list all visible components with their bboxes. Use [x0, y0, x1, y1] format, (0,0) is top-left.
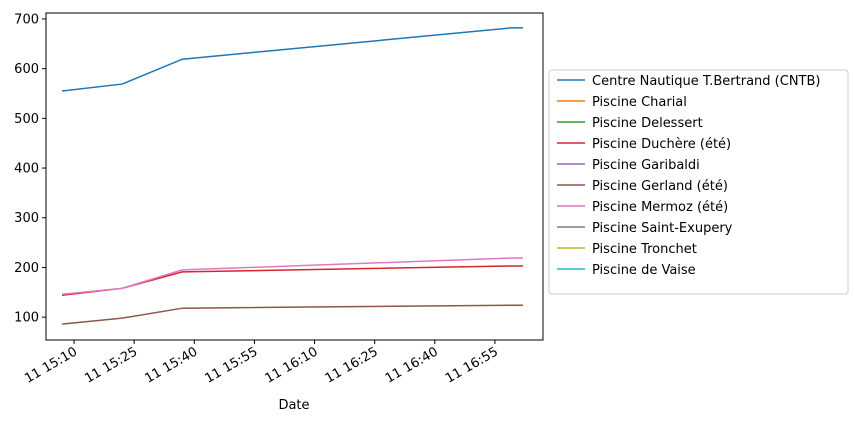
- series-line: [61, 27, 523, 92]
- y-tick-label: 700: [14, 12, 39, 27]
- legend-label: Piscine de Vaise: [592, 263, 696, 278]
- x-tick-label: 11 15:55: [203, 344, 261, 386]
- x-tick-label: 11 16:25: [323, 344, 381, 386]
- legend-label: Piscine Saint-Exupery: [592, 221, 733, 236]
- x-tick-label: 11 15:25: [82, 344, 140, 386]
- y-tick-label: 300: [14, 211, 39, 226]
- series-line: [61, 304, 523, 325]
- y-tick-label: 500: [14, 112, 39, 127]
- legend-label: Piscine Delessert: [592, 116, 703, 131]
- legend-label: Piscine Charial: [592, 95, 687, 110]
- plot-frame: [45, 12, 544, 341]
- y-tick-label: 400: [14, 162, 39, 177]
- series-line: [61, 257, 523, 296]
- legend-label: Centre Nautique T.Bertrand (CNTB): [592, 74, 821, 89]
- series-line: [61, 265, 523, 297]
- x-tick-label: 11 16:10: [263, 344, 321, 386]
- legend-box: [548, 69, 849, 295]
- legend-label: Piscine Tronchet: [592, 242, 697, 257]
- x-tick-label: 11 16:40: [383, 344, 441, 386]
- x-tick-label: 11 15:40: [142, 344, 200, 386]
- y-tick-label: 600: [14, 62, 39, 77]
- x-axis-label: Date: [278, 398, 309, 413]
- x-tick-label: 11 16:55: [443, 344, 501, 386]
- legend-label: Piscine Duchère (été): [592, 137, 731, 152]
- x-tick-label: 11 15:10: [22, 344, 80, 386]
- y-tick-label: 100: [14, 311, 39, 326]
- legend-label: Piscine Garibaldi: [592, 158, 700, 173]
- legend-label: Piscine Mermoz (été): [592, 200, 728, 215]
- legend-label: Piscine Gerland (été): [592, 179, 728, 194]
- y-tick-label: 200: [14, 261, 39, 276]
